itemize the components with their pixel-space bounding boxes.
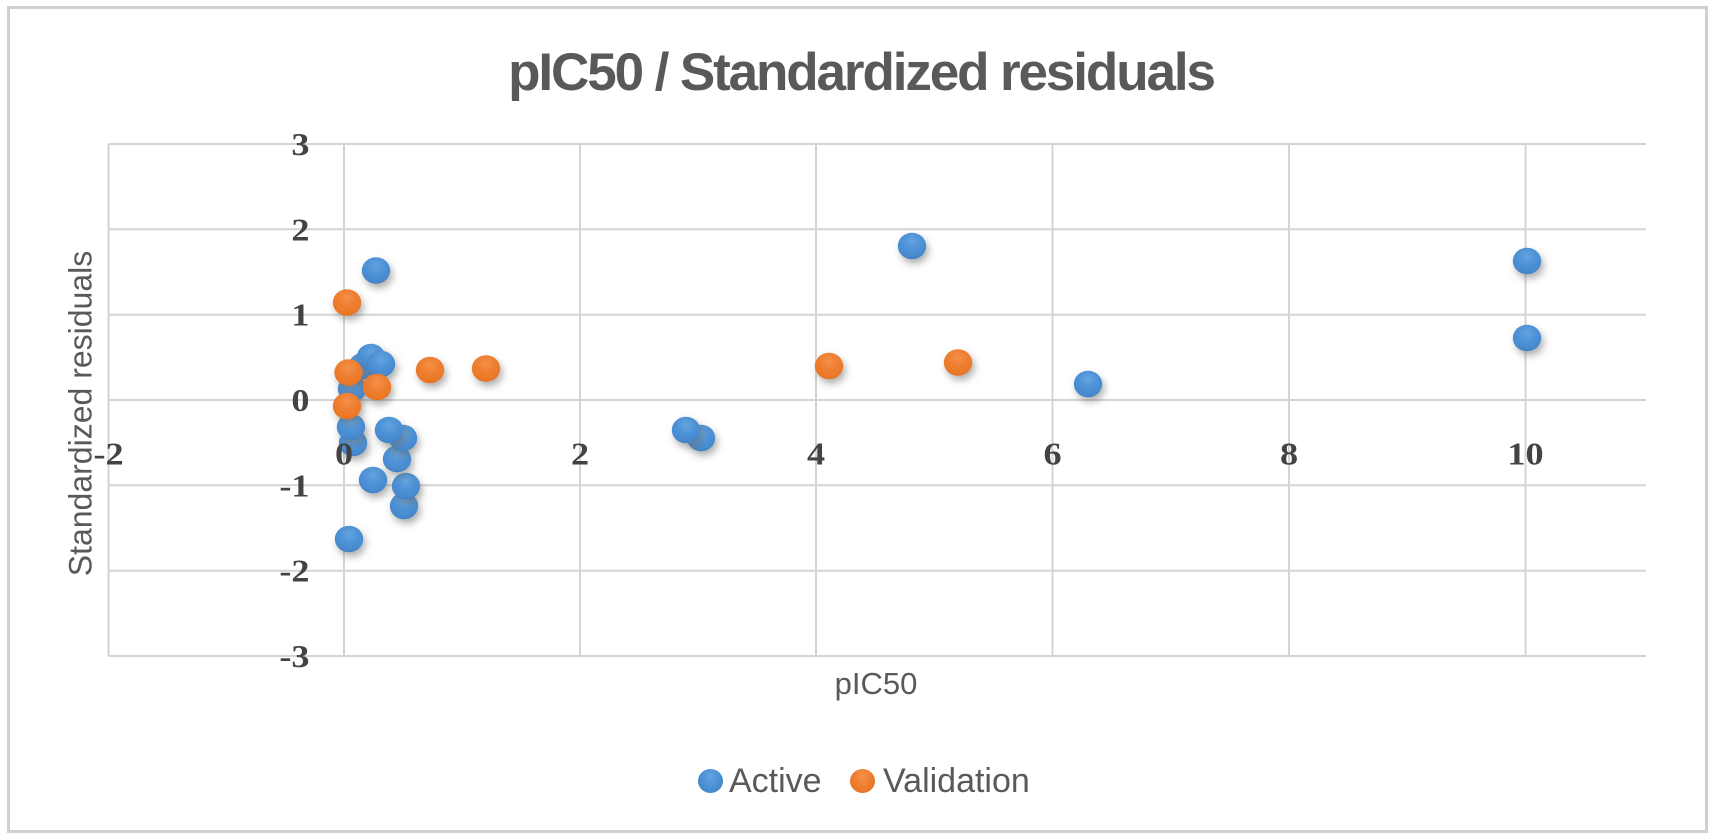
- svg-text:-2: -2: [279, 555, 309, 590]
- svg-text:4: 4: [807, 437, 825, 472]
- svg-text:-3: -3: [279, 640, 309, 675]
- svg-text:1: 1: [291, 299, 309, 334]
- svg-text:-2: -2: [93, 437, 123, 472]
- svg-text:0: 0: [335, 437, 353, 472]
- svg-text:3: 3: [291, 128, 309, 163]
- svg-text:2: 2: [291, 213, 309, 248]
- svg-text:6: 6: [1043, 437, 1061, 472]
- svg-text:-1: -1: [279, 469, 309, 504]
- svg-text:0: 0: [291, 384, 309, 419]
- svg-text:10: 10: [1507, 437, 1543, 472]
- svg-text:2: 2: [571, 437, 589, 472]
- svg-text:8: 8: [1280, 437, 1298, 472]
